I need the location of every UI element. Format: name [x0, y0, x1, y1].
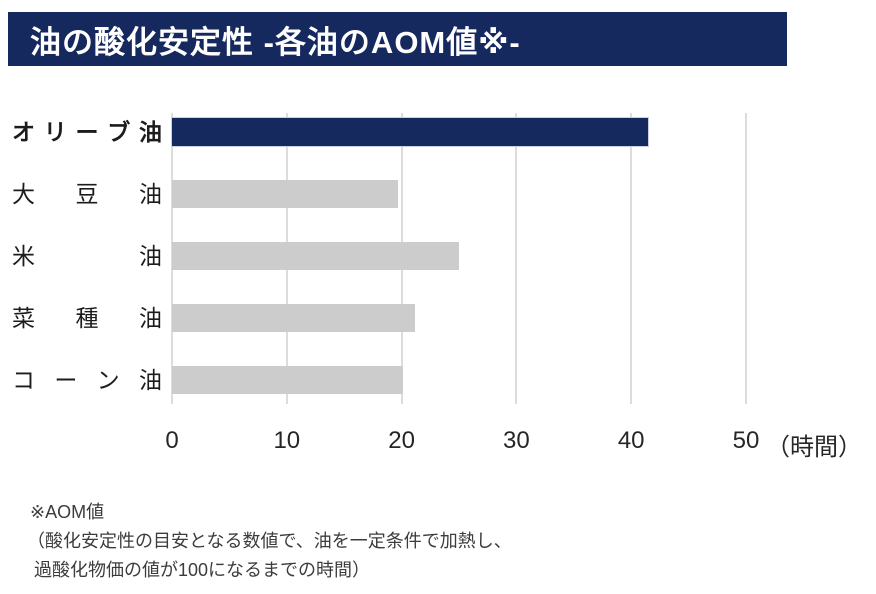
x-tick-20: 20	[388, 427, 415, 454]
category-label-大豆油: 大豆油	[12, 181, 162, 207]
x-axis-unit-label: （時間）	[766, 434, 862, 461]
category-label-菜種油: 菜種油	[12, 305, 162, 331]
title-banner: 油の酸化安定性 -各油のAOM値※-	[8, 12, 787, 66]
category-label-オリーブ油: オリーブ油	[12, 119, 162, 145]
plot-area	[171, 113, 747, 404]
gridline-40	[630, 113, 633, 404]
x-tick-0: 0	[165, 427, 179, 454]
bar-菜種油	[172, 304, 416, 332]
footnote-title: ※AOM値	[30, 502, 105, 522]
gridline-50	[745, 113, 747, 404]
footnote-line-1: （酸化安定性の目安となる数値で、油を一定条件で加熱し、	[27, 531, 512, 551]
footnote: ※AOM値 （酸化安定性の目安となる数値で、油を一定条件で加熱し、 過酸化物価の…	[27, 498, 512, 585]
x-axis: （時間） 0 10 20 30 40 50	[165, 427, 862, 461]
page-title: 油の酸化安定性 -各油のAOM値※-	[30, 24, 521, 60]
x-tick-50: 50	[732, 427, 760, 454]
x-tick-40: 40	[617, 427, 645, 454]
gridline-30	[515, 113, 518, 404]
x-tick-30: 30	[503, 427, 530, 454]
bar-コーン油	[172, 366, 403, 394]
category-label-米油: 米油	[12, 243, 162, 269]
bar-オリーブ油	[172, 118, 649, 146]
bar-米油	[172, 242, 459, 270]
x-tick-10: 10	[273, 427, 301, 454]
footnote-line-2: 過酸化物価の値が100になるまでの時間）	[34, 560, 371, 580]
bar-大豆油	[172, 180, 399, 208]
category-label-コーン油: コーン油	[12, 367, 162, 393]
